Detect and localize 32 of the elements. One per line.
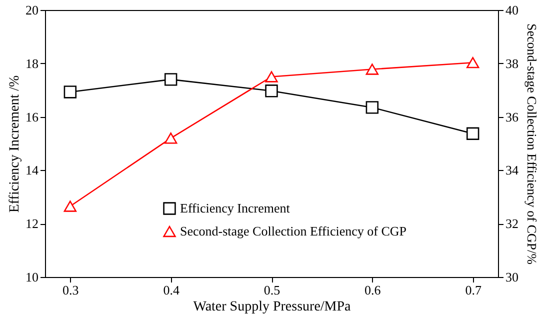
y-tick-label: 14 <box>26 162 39 178</box>
point <box>366 64 379 75</box>
y-tick-label: 20 <box>26 2 38 18</box>
point <box>466 57 480 68</box>
y2-tick-label: 34 <box>506 162 519 178</box>
x-tick-label: 0.7 <box>465 282 482 298</box>
x-tick-label: 0.3 <box>62 282 79 298</box>
x-tick-label: 0.6 <box>364 282 382 298</box>
y-tick-label: 10 <box>26 270 38 284</box>
point <box>366 101 379 114</box>
y2-tick-label: 38 <box>506 56 518 71</box>
y2-axis-title: Second-stage Collection Efficiency of CGP/% <box>524 24 540 265</box>
y2-tick-label: 32 <box>506 216 518 232</box>
y-axis-title: Efficiency Increment /% <box>8 74 22 213</box>
point <box>164 73 178 86</box>
x-tick-label: 0.5 <box>264 282 280 298</box>
y-tick-label: 16 <box>26 109 39 124</box>
y-tick-label: 12 <box>26 216 38 232</box>
legend-label: Efficiency Increment <box>180 200 290 216</box>
point <box>265 71 278 82</box>
y-tick-label: 18 <box>26 56 38 71</box>
point <box>64 86 77 98</box>
point <box>64 200 77 212</box>
legend-label: Second-stage Collection Efficiency of CGP <box>180 224 406 238</box>
x-tick-label: 0.4 <box>163 282 180 298</box>
y2-tick-label: 40 <box>506 2 518 18</box>
y2-tick-label: 36 <box>506 109 519 124</box>
y2-tick-label: 30 <box>506 270 518 284</box>
point <box>265 84 278 98</box>
x-axis-title: Water Supply Pressure/MPa <box>193 300 352 314</box>
point <box>466 127 480 140</box>
point <box>164 132 178 144</box>
